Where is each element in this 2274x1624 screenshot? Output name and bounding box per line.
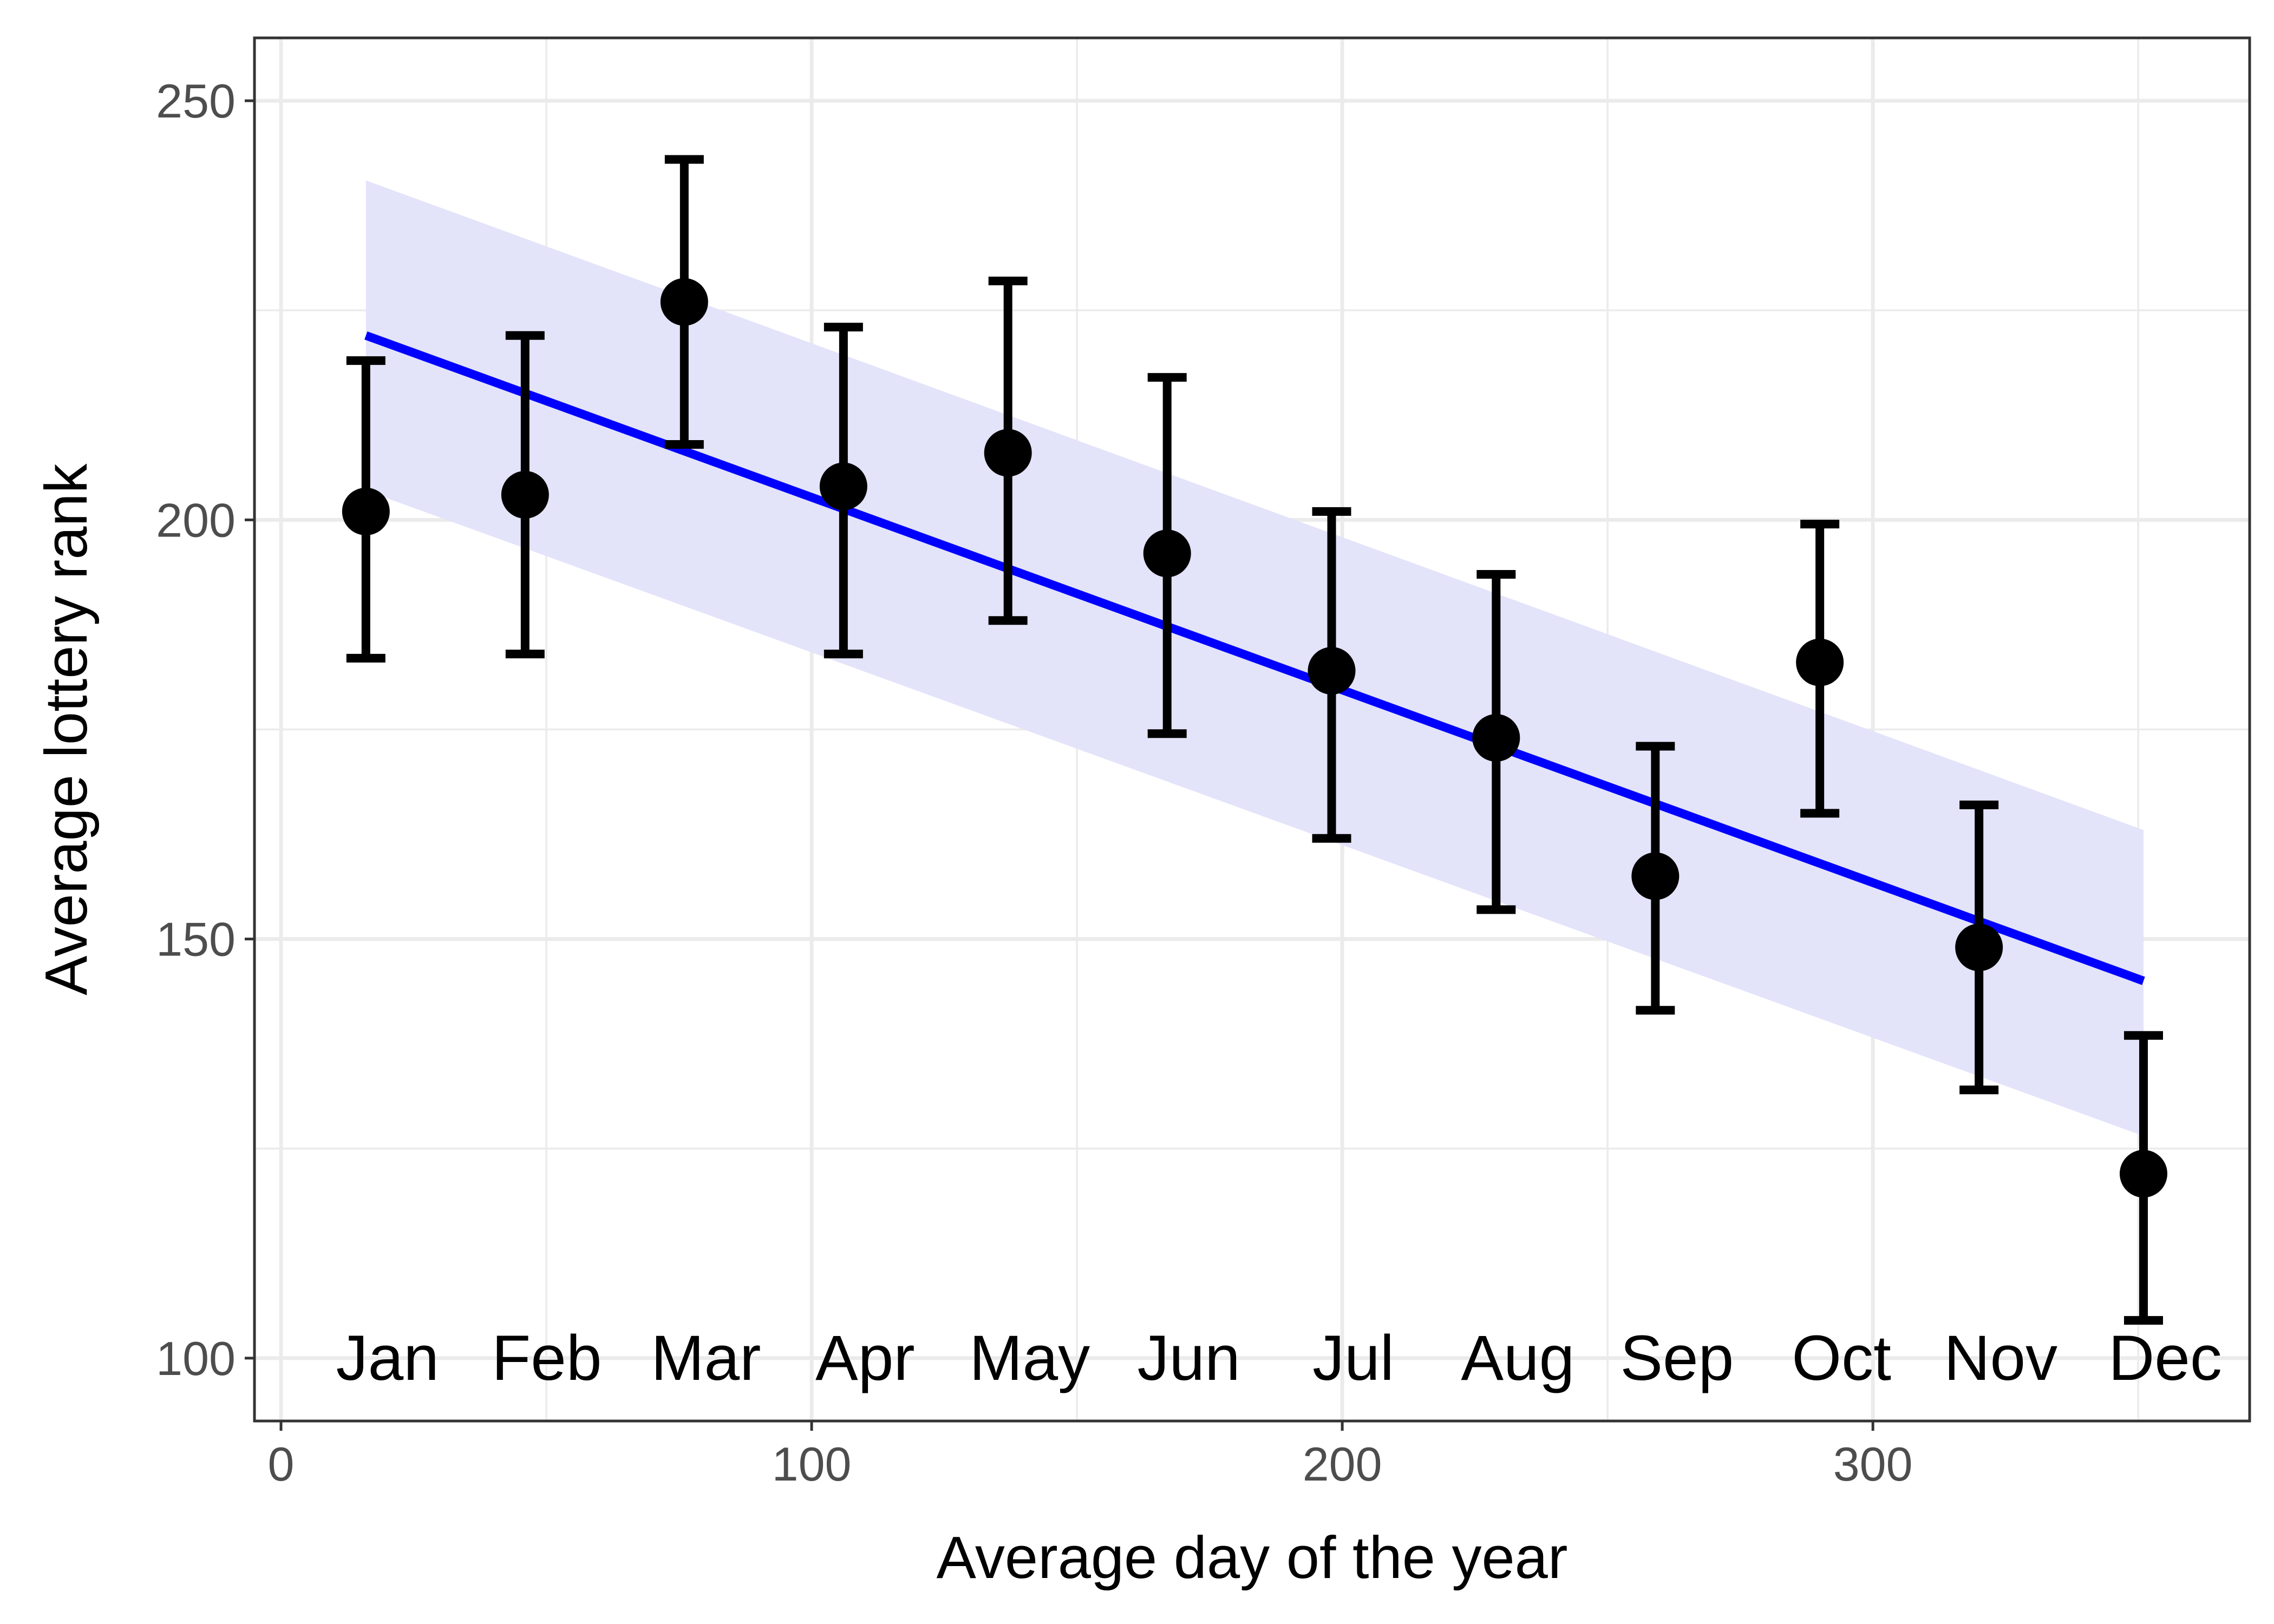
point-dec [2119, 1150, 2167, 1198]
x-tick-label: 200 [1303, 1437, 1382, 1491]
point-jul [1308, 647, 1356, 695]
y-tick-label: 150 [156, 913, 236, 966]
fit-line-layer [364, 331, 2145, 985]
y-tick-label: 200 [156, 493, 236, 547]
month-label-layer: Jan Feb Mar Apr May Jun Jul Aug Sep Oct Nov Dec [336, 1322, 2222, 1394]
point-apr [819, 462, 867, 510]
y-tick-label: 250 [156, 74, 236, 128]
point-aug [1472, 713, 1520, 762]
month-label-nov: Nov [1944, 1322, 2057, 1394]
month-label-aug: Aug [1461, 1322, 1574, 1394]
month-label-jun: Jun [1138, 1322, 1240, 1394]
month-label-jul: Jul [1312, 1322, 1394, 1394]
point-mar [660, 278, 708, 326]
x-tick-label: 100 [772, 1437, 852, 1491]
point-feb [501, 470, 549, 519]
x-tick-label: 300 [1833, 1437, 1913, 1491]
point-sep [1631, 852, 1680, 900]
point-jan [342, 487, 390, 535]
month-label-feb: Feb [492, 1322, 602, 1394]
point-nov [1955, 924, 2003, 972]
point-jun [1143, 529, 1191, 578]
fit-line [364, 331, 2145, 985]
x-axis-title: Average day of the year [937, 1524, 1568, 1591]
y-axis-title: Average lottery rank [33, 463, 100, 995]
month-label-dec: Dec [2108, 1322, 2222, 1394]
month-label-apr: Apr [815, 1322, 915, 1394]
month-label-oct: Oct [1792, 1322, 1891, 1394]
month-label-may: May [969, 1322, 1090, 1394]
point-may [984, 429, 1032, 477]
x-axis-ticks: 0 100 200 300 [268, 1421, 1913, 1491]
x-tick-label: 0 [268, 1437, 295, 1491]
month-label-sep: Sep [1620, 1322, 1734, 1394]
point-layer [342, 278, 2167, 1198]
point-oct [1796, 638, 1844, 686]
y-tick-label: 100 [156, 1332, 236, 1385]
y-axis-ticks: 100 150 200 250 [156, 74, 254, 1385]
month-label-jan: Jan [336, 1322, 439, 1394]
month-label-mar: Mar [651, 1322, 761, 1394]
panel-border [253, 36, 2251, 1423]
